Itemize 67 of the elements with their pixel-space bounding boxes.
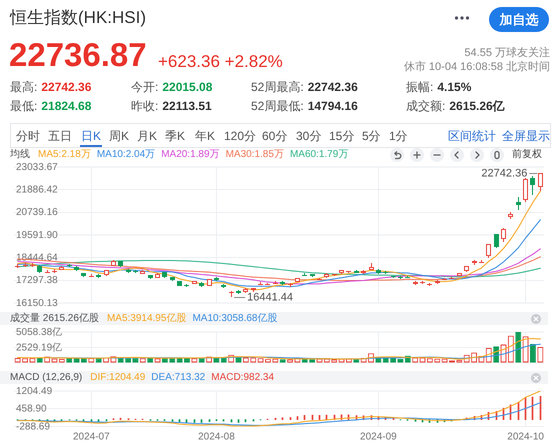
legend-title: 均线 [10, 149, 30, 160]
text: 52周最低: [251, 99, 304, 113]
text: 今开: [131, 80, 158, 94]
text: MA10:2.04万 [96, 149, 156, 160]
y-tick-label: 21886.42 [16, 184, 58, 196]
text: 最低: [10, 99, 38, 113]
x-tick-label: 2024-07 [72, 431, 110, 442]
text: DIF:1204.49 [90, 372, 146, 383]
text: 1分 [389, 129, 408, 144]
text: MA10:3058.68亿股 [192, 313, 278, 324]
text: +623.36 +2.82% [158, 52, 283, 72]
text: 54.55 万球友关注 [464, 47, 550, 60]
text: 周K [109, 129, 130, 144]
text: 14794.16 [308, 99, 358, 113]
text: 22736.87 [9, 36, 147, 74]
text: 60分 [262, 129, 288, 144]
text: 21824.68 [41, 99, 92, 113]
legend-title: 成交量 2615.26亿股 [10, 313, 99, 324]
y-tick-label: 17297.38 [16, 275, 58, 286]
text: 振幅: [406, 80, 434, 94]
text: 五日 [48, 129, 72, 144]
text: 22742.36 [308, 80, 358, 94]
text: 月K [137, 129, 158, 144]
x-tick-label: 2024-09 [360, 431, 398, 442]
text: 4.15% [437, 80, 472, 94]
text: 恒生指数(HK:HSI) [10, 7, 146, 29]
y-tick-label: 16150.13 [16, 298, 58, 309]
annotation: 16441.44 [247, 292, 294, 304]
text: 2615.26亿 [449, 99, 505, 113]
text: DEA:713.32 [151, 372, 206, 383]
text: 成交额: [406, 99, 446, 113]
text: 休市 10-04 16:08:58 北京时间 [404, 61, 550, 74]
y-tick-label: 2529.19亿 [16, 342, 62, 354]
text: 分时 [16, 129, 40, 144]
text: 全屏显示 [502, 129, 550, 144]
text: 年K [195, 129, 216, 144]
y-tick-label: 5058.38亿 [16, 326, 62, 338]
text: MA30:1.85万 [226, 149, 284, 160]
text: 120分 [224, 129, 256, 144]
y-tick-label: 458.90 [16, 403, 48, 414]
text: 22015.08 [162, 80, 212, 94]
text: 15分 [329, 129, 354, 144]
y-tick-label: 23033.67 [16, 162, 58, 173]
text: MACD:982.34 [211, 372, 274, 383]
x-tick-label: 2024-10 [507, 431, 544, 442]
annotation: 22742.36 [481, 168, 528, 180]
text: 5分 [362, 129, 381, 144]
text: 区间统计 [448, 129, 496, 144]
text: MA5:3914.95亿股 [106, 313, 186, 324]
x-tick-label: 2024-08 [198, 431, 236, 442]
text: 日K [81, 129, 102, 144]
text: MA60:1.79万 [290, 149, 348, 160]
text: 前复权 [512, 148, 542, 161]
text: MA20:1.89万 [161, 149, 220, 160]
text: 22742.36 [41, 80, 92, 94]
text: 季K [165, 129, 186, 144]
y-tick-label: 1204.49 [16, 386, 53, 397]
y-tick-label: -288.69 [16, 421, 50, 432]
text: 52周最高: [251, 80, 304, 94]
text: 30分 [296, 129, 322, 144]
text: 22113.51 [162, 99, 212, 113]
legend-title: MACD (12,26,9) [10, 372, 82, 383]
y-tick-label: 19591.90 [16, 230, 58, 241]
text: 昨收: [131, 99, 158, 113]
text: MA5:2.18万 [38, 149, 91, 160]
text: 最高: [10, 80, 38, 94]
y-tick-label: 20739.16 [16, 207, 58, 218]
